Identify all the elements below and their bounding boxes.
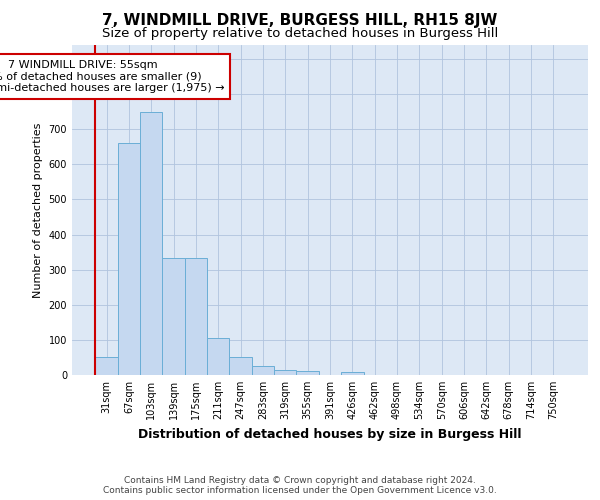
Bar [207,338,229,375]
Bar [163,258,185,375]
Bar [341,372,364,375]
Text: 7 WINDMILL DRIVE: 55sqm
← <1% of detached houses are smaller (9)
99% of semi-det: 7 WINDMILL DRIVE: 55sqm ← <1% of detache… [0,60,224,93]
Bar [252,366,274,375]
Bar [185,258,207,375]
Y-axis label: Number of detached properties: Number of detached properties [33,122,43,298]
Bar [296,372,319,375]
Text: 7, WINDMILL DRIVE, BURGESS HILL, RH15 8JW: 7, WINDMILL DRIVE, BURGESS HILL, RH15 8J… [103,12,497,28]
Text: Contains HM Land Registry data © Crown copyright and database right 2024.
Contai: Contains HM Land Registry data © Crown c… [103,476,497,495]
X-axis label: Distribution of detached houses by size in Burgess Hill: Distribution of detached houses by size … [138,428,522,440]
Bar [229,358,252,375]
Bar [274,370,296,375]
Bar [95,358,118,375]
Text: Size of property relative to detached houses in Burgess Hill: Size of property relative to detached ho… [102,28,498,40]
Bar [140,112,163,375]
Bar [118,144,140,375]
